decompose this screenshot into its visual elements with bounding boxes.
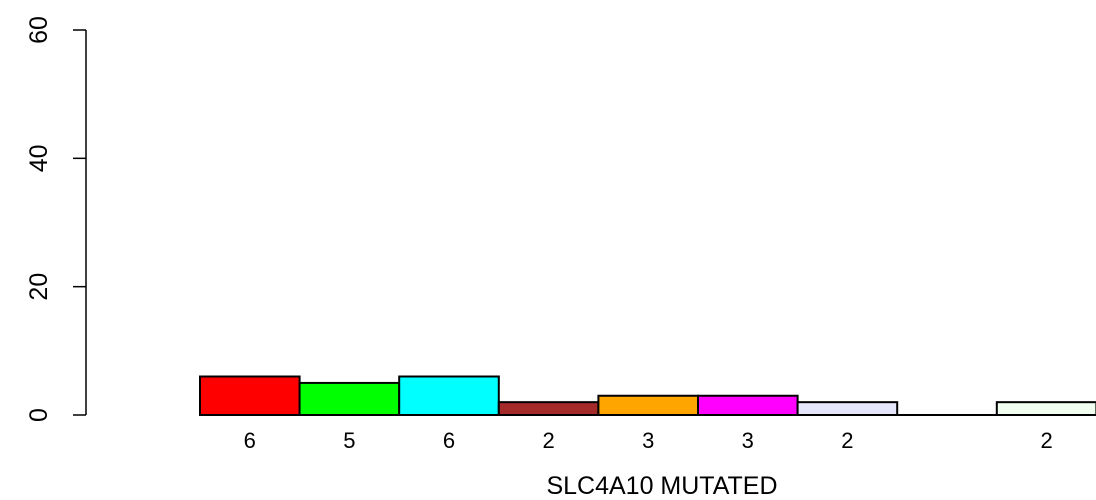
bar-value-label: 3 — [642, 428, 654, 453]
bar-value-label: 2 — [542, 428, 554, 453]
bar — [995, 401, 1096, 416]
bar-value-label: 2 — [841, 428, 853, 453]
bar — [796, 401, 899, 416]
bar — [597, 394, 700, 416]
x-axis-title: SLC4A10 MUTATED — [546, 472, 777, 500]
bar-value-label: 3 — [742, 428, 754, 453]
y-tick-label: 0 — [25, 408, 53, 422]
bar — [697, 394, 799, 416]
bar — [497, 401, 600, 416]
y-axis: 0 20 40 60 — [25, 16, 87, 422]
y-tick-label: 20 — [25, 273, 53, 301]
y-tick-label: 60 — [25, 16, 53, 44]
bar — [398, 375, 500, 416]
bar — [199, 375, 301, 416]
bar-labels-group: 6 5 6 2 3 3 2 2 — [244, 428, 1053, 453]
bar-value-label: 5 — [343, 428, 355, 453]
bars-group — [199, 375, 1096, 416]
bar — [298, 381, 401, 416]
bar-value-label: 2 — [1040, 428, 1052, 453]
bar-value-label: 6 — [443, 428, 455, 453]
bar-value-label: 6 — [244, 428, 256, 453]
y-tick-label: 40 — [25, 144, 53, 172]
